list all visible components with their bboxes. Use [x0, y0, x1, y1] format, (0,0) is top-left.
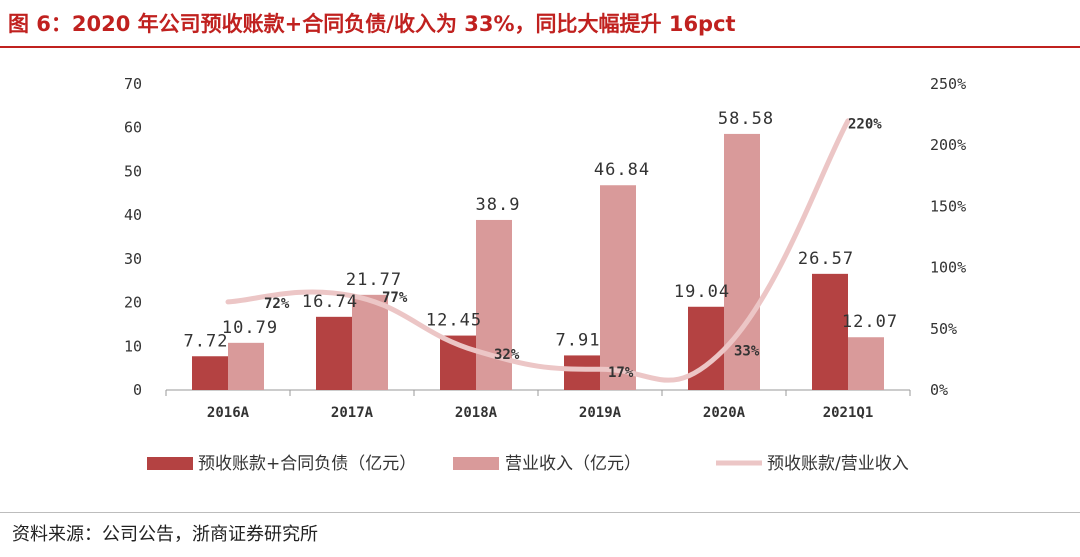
data-label-ratio: 17% [608, 365, 634, 381]
bar-receivables [812, 273, 848, 390]
bar-receivables [316, 316, 352, 390]
data-label-receivables: 12.45 [426, 311, 482, 331]
chart-canvas: 0 10 20 30 40 50 60 70 0% 50% 100% 150% 200% 250% 2016… [124, 75, 966, 474]
y-left-tick-label: 50 [124, 162, 142, 180]
y-left-tick-label: 10 [124, 337, 142, 355]
bar-revenue [848, 337, 884, 390]
y-left-tick-label: 70 [124, 75, 142, 93]
bar-receivables [192, 356, 228, 390]
y-left-tick-label: 30 [124, 250, 142, 268]
bar-receivables [564, 355, 600, 390]
y-right-tick-label: 50% [930, 320, 957, 338]
legend-label-receivables: 预收账款+合同负债（亿元） [198, 454, 416, 474]
bar-revenue [600, 185, 636, 390]
ratio-line [225, 118, 851, 383]
data-label-receivables: 19.04 [674, 282, 730, 302]
data-label-receivables: 26.57 [798, 249, 854, 269]
x-tick-label: 2016A [207, 405, 250, 421]
bar-revenue [724, 133, 760, 391]
x-tick-label: 2020A [703, 405, 746, 421]
data-label-revenue: 46.84 [594, 160, 650, 180]
x-tick-label: 2019A [579, 405, 622, 421]
x-tick-label: 2017A [331, 405, 374, 421]
data-label-revenue: 10.79 [222, 318, 278, 338]
data-label-revenue: 58.58 [718, 109, 774, 129]
data-label-ratio: 72% [264, 296, 290, 312]
source-divider [0, 512, 1080, 513]
data-label-ratio: 220% [848, 117, 882, 133]
data-label-receivables: 16.74 [302, 292, 358, 312]
legend-swatch-receivables [147, 457, 193, 470]
data-label-receivables: 7.91 [556, 330, 601, 350]
data-label-receivables: 7.72 [184, 331, 229, 351]
y-right-tick-label: 100% [930, 259, 966, 277]
bar-revenue [476, 219, 512, 390]
y-left-tick-label: 60 [124, 119, 142, 137]
y-left-tick-label: 20 [124, 294, 142, 312]
data-label-revenue: 12.07 [842, 312, 898, 332]
legend-label-revenue: 营业收入（亿元） [505, 454, 641, 474]
x-tick-label: 2018A [455, 405, 498, 421]
y-left-tick-label: 0 [133, 381, 142, 399]
legend-swatch-revenue [453, 457, 499, 470]
source-note: 资料来源：公司公告，浙商证券研究所 [12, 524, 318, 545]
title-divider [0, 46, 1080, 48]
y-right-tick-label: 200% [930, 136, 966, 154]
y-right-tick-label: 0% [930, 381, 948, 399]
y-left-tick-label: 40 [124, 206, 142, 224]
bar-revenue [352, 294, 388, 390]
bar-revenue [228, 342, 264, 390]
y-right-tick-label: 150% [930, 197, 966, 215]
data-label-ratio: 33% [734, 344, 760, 360]
data-label-revenue: 21.77 [346, 270, 402, 290]
y-right-tick-label: 250% [930, 75, 966, 93]
chart-title: 图 6：2020 年公司预收账款+合同负债/收入为 33%，同比大幅提升 16p… [8, 12, 736, 36]
data-label-ratio: 32% [494, 347, 520, 363]
data-label-ratio: 77% [382, 290, 408, 306]
data-label-revenue: 38.9 [476, 195, 521, 215]
bar-receivables [688, 306, 724, 390]
x-tick-label: 2021Q1 [823, 405, 874, 421]
legend-label-ratio: 预收账款/营业收入 [767, 454, 909, 474]
